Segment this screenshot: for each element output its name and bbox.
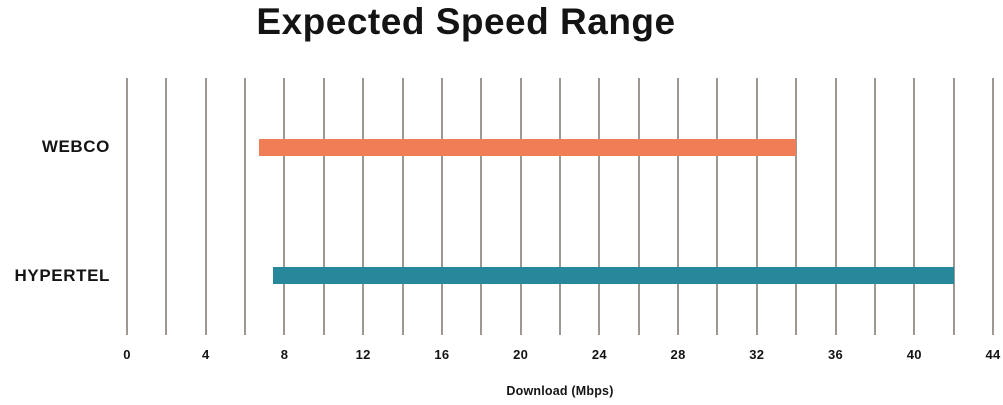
x-tick-label: 36	[828, 347, 844, 362]
gridline	[480, 78, 483, 335]
gridline	[559, 78, 561, 335]
gridline	[283, 78, 286, 335]
gridline	[834, 78, 837, 335]
category-label-hypertel: HYPERTEL	[14, 265, 110, 285]
x-ticks: 0 4 8 12 16 20 24 28 32 36 40 44	[123, 347, 1000, 365]
gridline	[952, 78, 955, 335]
gridline	[677, 78, 680, 335]
x-tick-label: 8	[280, 347, 289, 362]
x-tick-label: 40	[906, 347, 922, 362]
gridline	[440, 78, 443, 335]
gridline	[244, 78, 247, 335]
gridline	[637, 78, 640, 335]
gridline	[165, 78, 168, 335]
gridline	[873, 78, 876, 335]
x-tick-label: 4	[201, 347, 210, 362]
x-tick-label: 0	[123, 347, 131, 362]
gridline	[322, 78, 325, 335]
gridline	[362, 78, 365, 335]
gridline	[755, 78, 758, 335]
gridline	[204, 78, 207, 335]
x-tick-label: 24	[591, 347, 607, 362]
gridline	[598, 78, 601, 335]
category-label-webco: WEBCO	[41, 137, 110, 157]
gridline	[716, 78, 719, 335]
gridline	[401, 78, 404, 335]
row-labels: WEBCO HYPERTEL	[0, 0, 110, 405]
range-bar-hypertel	[272, 267, 954, 285]
x-tick-label: 44	[985, 347, 1001, 362]
chart-title: Expected Speed Range	[256, 1, 676, 42]
x-tick-label: 32	[749, 347, 765, 362]
gridline	[519, 78, 522, 335]
gridline	[126, 78, 128, 335]
x-tick-label: 16	[434, 347, 450, 362]
x-axis-title: Download (Mbps)	[506, 384, 614, 398]
range-bar-webco	[258, 138, 797, 156]
x-tick-label: 28	[670, 347, 686, 362]
gridline	[992, 78, 994, 335]
x-tick-label: 20	[513, 347, 529, 362]
gridline	[795, 78, 798, 335]
x-tick-label: 12	[355, 347, 371, 362]
plot-area	[126, 78, 994, 335]
gridline	[913, 78, 916, 335]
